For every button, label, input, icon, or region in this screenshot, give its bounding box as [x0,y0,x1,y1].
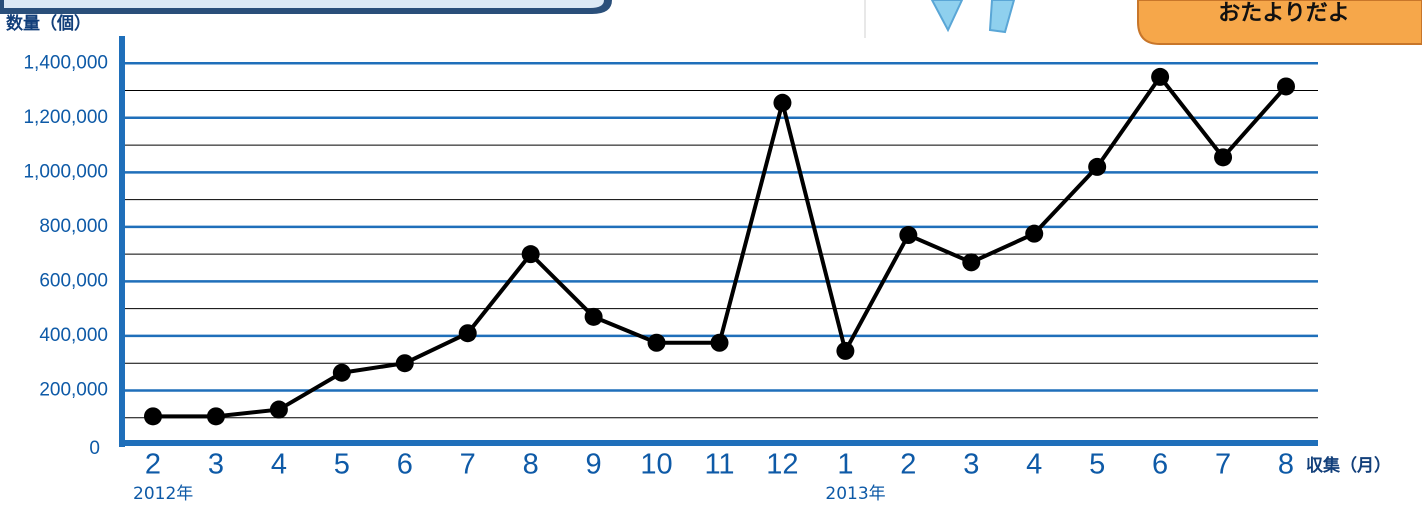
x-tick-label: 2 [145,449,161,481]
x-tick-label: 4 [1026,449,1042,481]
y-axis-label: 数量（個） [6,13,91,34]
x-tick-label: 8 [1278,449,1294,481]
x-axis-label: 収集（月） [1306,455,1391,476]
data-point [584,307,603,326]
x-tick-label: 5 [334,449,350,481]
y-tick-label: 1,200,000 [23,107,108,128]
data-point [962,253,981,272]
data-point [332,363,351,382]
data-point [1025,224,1044,243]
data-point [1277,77,1295,96]
data-point [710,333,729,352]
x-tick-label: 7 [460,449,476,481]
y-tick-label: 200,000 [39,379,108,400]
data-line [153,74,1288,419]
data-point [647,333,666,352]
data-point [269,400,288,419]
year-label: 2013年 [825,484,885,504]
x-tick-label: 10 [640,449,672,481]
x-tick-label: 6 [1152,449,1168,481]
x-tick-label: 3 [208,449,224,481]
x-tick-label: 11 [704,449,734,481]
data-point [1088,157,1107,176]
x-tick-label: 2 [900,449,916,481]
x-tick-label: 1 [837,449,853,481]
y-tick-label: 1,400,000 [23,52,108,73]
x-tick-label: 4 [271,449,287,481]
data-point [395,354,414,373]
x-tick-label: 9 [586,449,602,481]
top-panel [4,0,604,8]
x-tick-label: 3 [963,449,979,481]
letter-button[interactable] [1137,0,1422,45]
y-tick-label: 400,000 [39,325,108,346]
year-label: 2012年 [133,484,193,504]
y-tick-label: 1,000,000 [23,161,108,182]
data-point [773,93,792,112]
y-tick-label: 0 [89,438,100,459]
x-tick-label: 5 [1089,449,1105,481]
data-point [521,245,540,264]
data-point [144,407,162,426]
data-point [206,407,225,426]
data-point [899,226,918,245]
data-point [836,341,855,360]
decoration [930,0,964,33]
data-point [1214,148,1233,167]
x-tick-label: 8 [523,449,539,481]
decoration [988,0,1016,34]
x-tick-label: 6 [397,449,413,481]
letter-button-label[interactable]: おたよりだよ [1218,1,1350,26]
x-tick-label: 12 [766,449,798,481]
x-tick-label: 7 [1215,449,1231,481]
data-point [458,324,477,343]
y-tick-label: 600,000 [39,270,108,291]
y-tick-label: 800,000 [39,216,108,237]
data-point [1151,67,1170,86]
